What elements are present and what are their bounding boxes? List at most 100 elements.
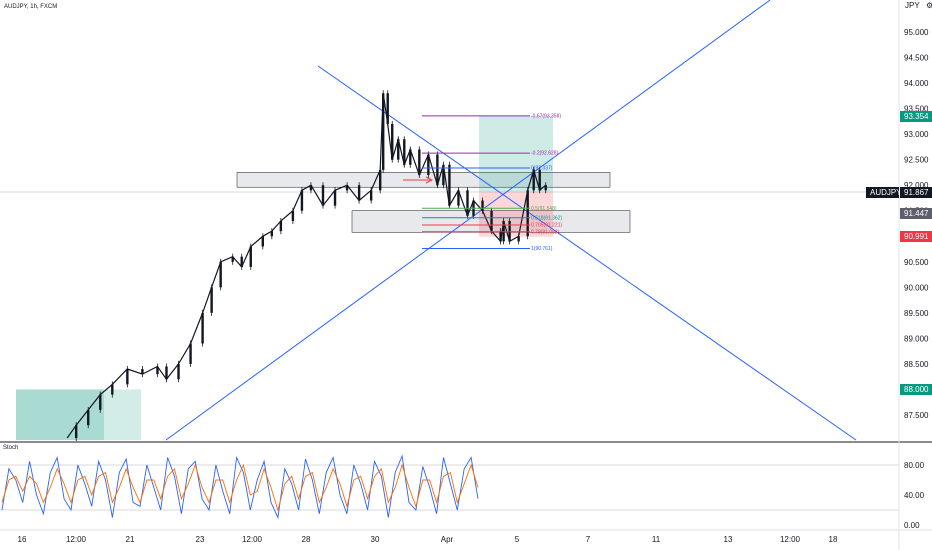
candle-body — [111, 384, 114, 395]
scale-mode-icon[interactable]: ⚙ — [926, 1, 932, 10]
fib-level-label: 0.5(91.548) — [531, 206, 557, 212]
time-tick-label: 12:00 — [780, 535, 801, 544]
fib-level-label: 0(92.337) — [531, 165, 553, 171]
candle-body — [321, 185, 325, 206]
candle-body — [442, 164, 445, 186]
candle-body — [538, 169, 541, 191]
candle-body — [141, 369, 144, 375]
candle-body — [517, 236, 520, 242]
price-line — [66, 93, 547, 439]
time-axis[interactable]: 16 12:00 21 23 12:00 28 30 Apr 5 7 11 13 12:00 18 — [18, 535, 838, 544]
stoch-tick-label: 40.00 — [904, 491, 925, 500]
candle-body — [231, 256, 234, 262]
time-tick-label: 16 — [18, 535, 27, 544]
price-tick-label: 89.000 — [904, 334, 929, 343]
candle-body — [291, 210, 295, 221]
time-tick-label: 13 — [724, 535, 733, 544]
time-tick-label: 28 — [302, 535, 311, 544]
candle-body — [219, 261, 222, 288]
candle-body — [481, 200, 484, 211]
candle-body — [409, 149, 412, 165]
symbol-badge-text: AUDJPY — [870, 188, 902, 197]
stop-badge: 90.991 — [900, 231, 932, 242]
candle-body — [357, 185, 361, 201]
fib-level-label: 1(90.761) — [531, 246, 553, 252]
candle-body — [165, 366, 168, 380]
low-target-badge-text: 88.000 — [904, 385, 929, 394]
candle-body — [532, 169, 535, 191]
candle-body — [386, 93, 389, 124]
fib-level-label: -0.2(92.628) — [531, 151, 559, 157]
mid-badge-text: 91.447 — [904, 209, 929, 218]
time-tick-label: 12:00 — [242, 535, 263, 544]
price-tick-label: 90.000 — [904, 283, 929, 292]
price-badge-text: 91.867 — [904, 188, 929, 197]
time-tick-label: 21 — [126, 535, 135, 544]
candle-body — [270, 231, 274, 237]
price-tick-label: 89.500 — [904, 309, 929, 318]
fib-level-label: 0.705(91.221) — [531, 222, 562, 228]
candle-body — [249, 246, 252, 267]
candle-body — [261, 236, 264, 247]
candle-body — [87, 409, 90, 426]
price-tick-label: 94.500 — [904, 54, 929, 63]
time-tick-label: 7 — [586, 535, 591, 544]
candle-body — [418, 149, 421, 175]
grid — [0, 191, 899, 511]
descending-trendline — [317, 65, 857, 441]
price-tick-label: 94.000 — [904, 79, 929, 88]
target-badge-text: 93.354 — [904, 112, 929, 121]
currency-label: JPY — [905, 1, 920, 10]
price-tick-label: 87.500 — [904, 411, 929, 420]
price-badge: 91.867 — [900, 187, 932, 198]
candle-body — [391, 123, 394, 160]
stoch-tick-label: 0.00 — [904, 521, 920, 530]
chart-title: AUDJPY, 1h, FXCM — [4, 4, 57, 10]
ascending-trendline — [165, 0, 771, 441]
candle-body — [156, 366, 159, 375]
price-tick-label: 90.500 — [904, 258, 929, 267]
candle-body — [201, 312, 204, 344]
price-tick-label: 93.000 — [904, 130, 929, 139]
candle-body — [403, 139, 406, 165]
candle-body — [457, 190, 460, 206]
time-tick-label: Apr — [441, 535, 454, 544]
candle-body — [499, 231, 502, 242]
candle-body — [508, 220, 511, 242]
indicator-title: Stoch — [3, 445, 18, 451]
stop-badge-text: 90.991 — [904, 232, 929, 241]
low-target-badge: 88.000 — [900, 384, 932, 395]
price-tick-label: 92.500 — [904, 156, 929, 165]
candle-body — [240, 256, 243, 267]
trendlines-layer — [165, 0, 857, 441]
price-tick-label: 88.500 — [904, 360, 929, 369]
candle-body — [466, 190, 469, 216]
candle-body — [177, 363, 180, 380]
candle-body — [279, 220, 283, 232]
fib-level-label: -0.67(93.358) — [531, 113, 561, 119]
time-tick-label: 5 — [515, 535, 520, 544]
candle-body — [378, 169, 382, 191]
price-tick-label: 93.500 — [904, 105, 929, 114]
stoch-line-pct-k — [1, 454, 479, 520]
candle-body — [345, 185, 349, 191]
candle-body — [369, 190, 373, 201]
target-badge: 93.354 — [900, 111, 932, 122]
candle-body — [490, 210, 493, 232]
price-axis[interactable]: 87.500 88.000 88.500 89.000 89.500 90.000 90.5… — [904, 28, 929, 420]
candle-body — [333, 190, 337, 206]
symbol-badge: AUDJPY — [866, 187, 902, 198]
stoch-layer — [1, 454, 479, 520]
stoch-tick-label: 80.00 — [904, 461, 925, 470]
candle-body — [436, 154, 439, 186]
fib-level-label: 0.618(91.362) — [531, 215, 562, 221]
candle-body — [544, 185, 547, 191]
candle-body — [99, 394, 102, 410]
candle-body — [397, 139, 400, 160]
time-tick-label: 23 — [196, 535, 205, 544]
stoch-axis[interactable]: 0.00 40.00 80.00 — [904, 461, 925, 530]
time-tick-label: 30 — [371, 535, 380, 544]
candle-body — [382, 93, 385, 170]
candle-body — [189, 343, 192, 364]
